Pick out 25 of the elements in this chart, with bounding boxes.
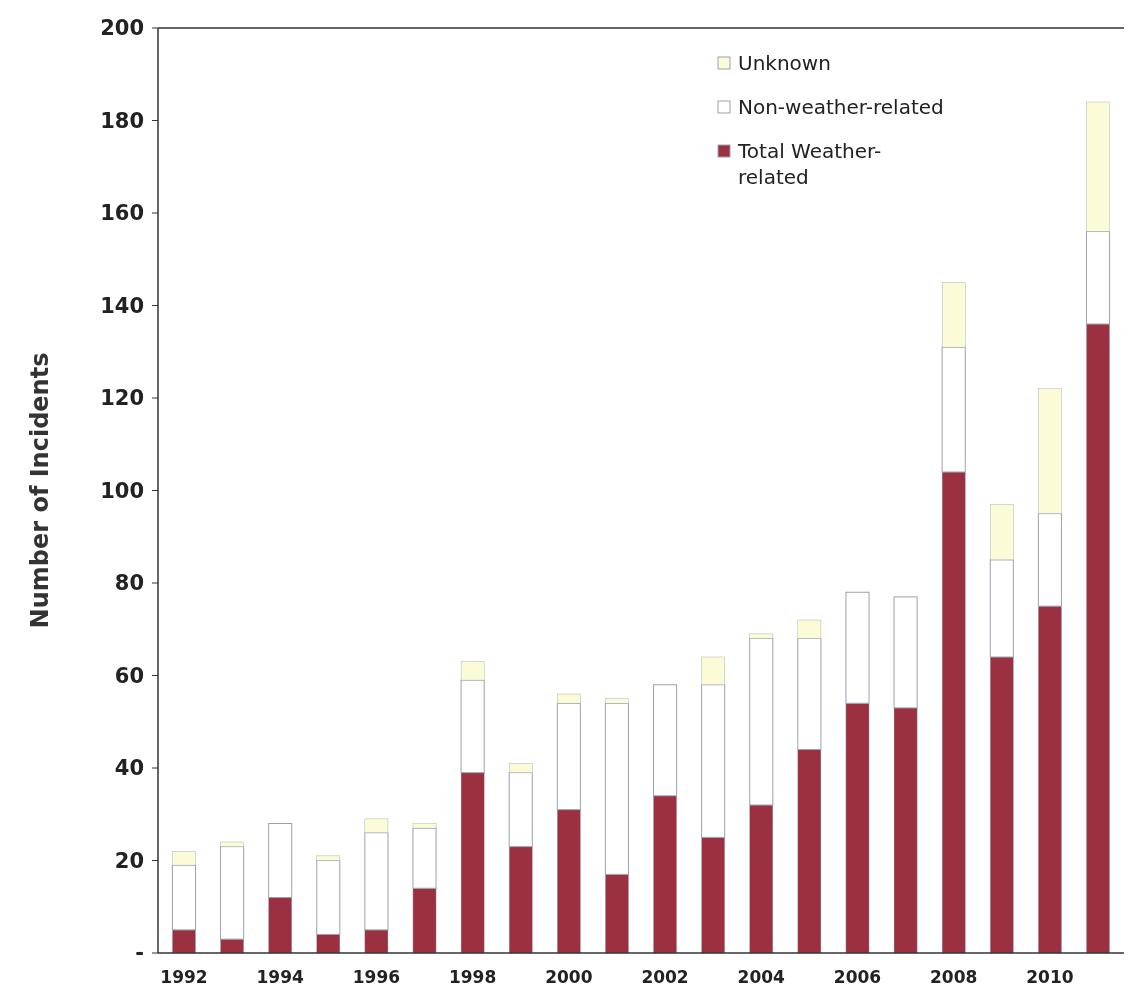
y-tick-label: -	[135, 941, 144, 966]
legend-label: Non-weather-related	[738, 95, 944, 119]
x-tick-label: 2000	[545, 967, 593, 987]
x-tick-label: 2004	[737, 967, 786, 987]
y-tick-label: 80	[114, 571, 144, 596]
x-tick-label: 1996	[352, 967, 401, 987]
x-tick-label: 1992	[160, 967, 208, 987]
y-tick-label: 20	[114, 848, 144, 873]
x-tick-label: 2002	[641, 967, 689, 987]
x-tick-label: 1998	[448, 967, 497, 987]
y-axis-title: Number of Incidents	[26, 352, 54, 629]
legend-label: Unknown	[738, 51, 831, 75]
y-tick-label: 60	[114, 663, 144, 688]
x-tick-label: 2008	[930, 967, 978, 987]
y-tick-label: 160	[100, 201, 144, 226]
y-tick-label: 120	[100, 386, 144, 411]
legend-label: Total Weather-related	[737, 139, 882, 189]
x-tick-label: 2006	[833, 967, 882, 987]
y-tick-label: 40	[114, 756, 144, 781]
y-tick-label: 200	[100, 16, 144, 41]
y-tick-label: 140	[100, 293, 144, 318]
y-tick-label: 100	[100, 478, 144, 503]
x-tick-label: 2010	[1026, 967, 1074, 987]
x-tick-label: 1994	[256, 967, 305, 987]
y-tick-label: 180	[100, 108, 144, 133]
